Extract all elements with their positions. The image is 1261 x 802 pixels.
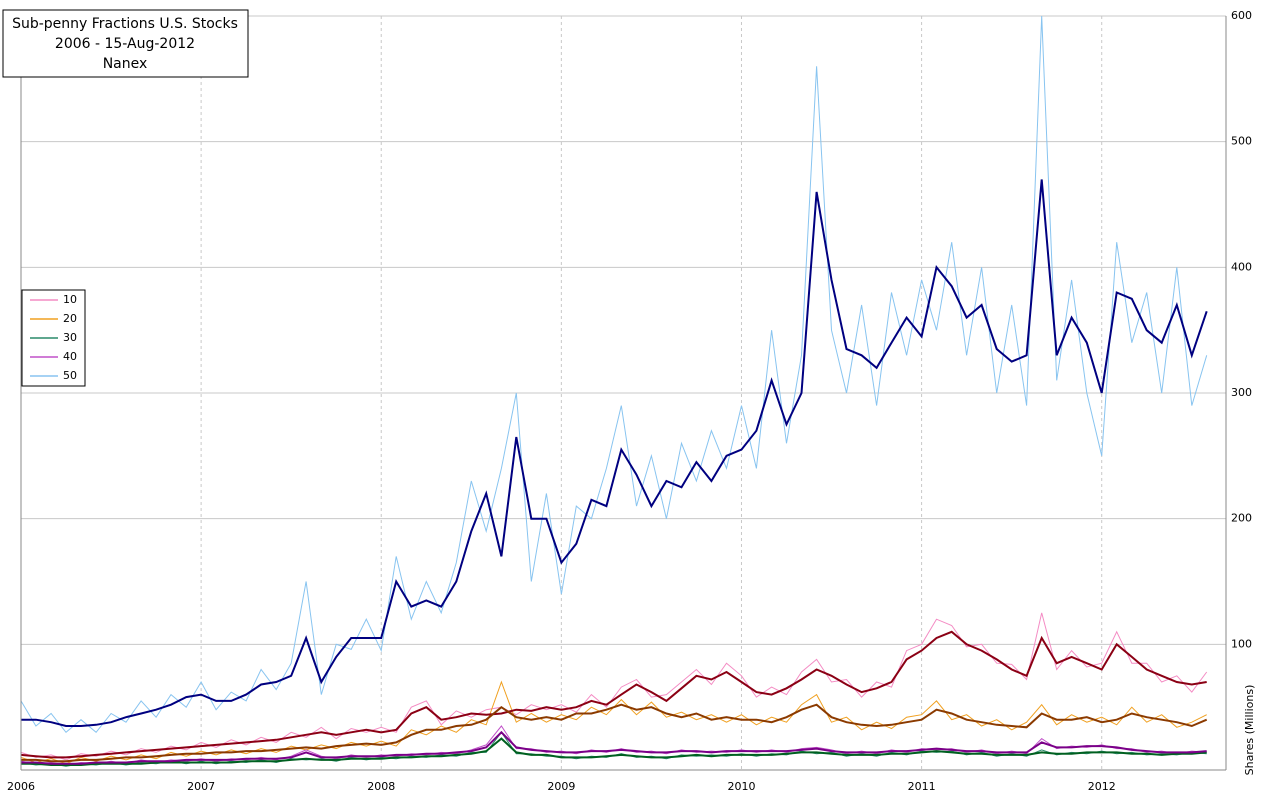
chart-title: Sub-penny Fractions U.S. Stocks: [12, 16, 238, 32]
x-tick-label: 2012: [1088, 780, 1116, 793]
average-line: [21, 730, 1207, 765]
average-line: [21, 703, 1208, 763]
series-line: [20, 15, 1208, 734]
x-tick-label: 2009: [547, 780, 575, 793]
legend-label: 50: [63, 369, 77, 382]
y-tick-label: 200: [1231, 512, 1252, 525]
y-tick-label: 400: [1231, 260, 1252, 273]
x-tick-label: 2010: [727, 780, 755, 793]
title-box: Sub-penny Fractions U.S. Stocks 2006 - 1…: [2, 9, 249, 78]
average-line: [20, 630, 1207, 759]
legend-label: 20: [63, 312, 77, 325]
y-tick-label: 600: [1231, 9, 1252, 22]
chart-source: Nanex: [103, 56, 148, 72]
title-frame: [2, 9, 249, 78]
legend: 10 20 30 40 50: [21, 289, 86, 387]
chart-subtitle: 2006 - 15-Aug-2012: [55, 36, 195, 52]
y-tick-label: 500: [1231, 135, 1252, 148]
x-tick-label: 2007: [187, 780, 215, 793]
legend-label: 40: [63, 350, 77, 363]
y-tick-label: 300: [1231, 386, 1252, 399]
legend-label: 10: [63, 293, 77, 306]
average-line: [21, 737, 1207, 766]
legend-label: 30: [63, 331, 77, 344]
y-tick-label: 100: [1231, 637, 1252, 650]
series-line: [20, 731, 1207, 767]
x-tick-label: 2006: [7, 780, 35, 793]
average-line: [21, 179, 1208, 727]
y-axis-label: Shares (Millions): [1243, 685, 1256, 776]
series-line: [20, 612, 1208, 761]
x-tick-label: 2011: [908, 780, 936, 793]
x-tick-label: 2008: [367, 780, 395, 793]
